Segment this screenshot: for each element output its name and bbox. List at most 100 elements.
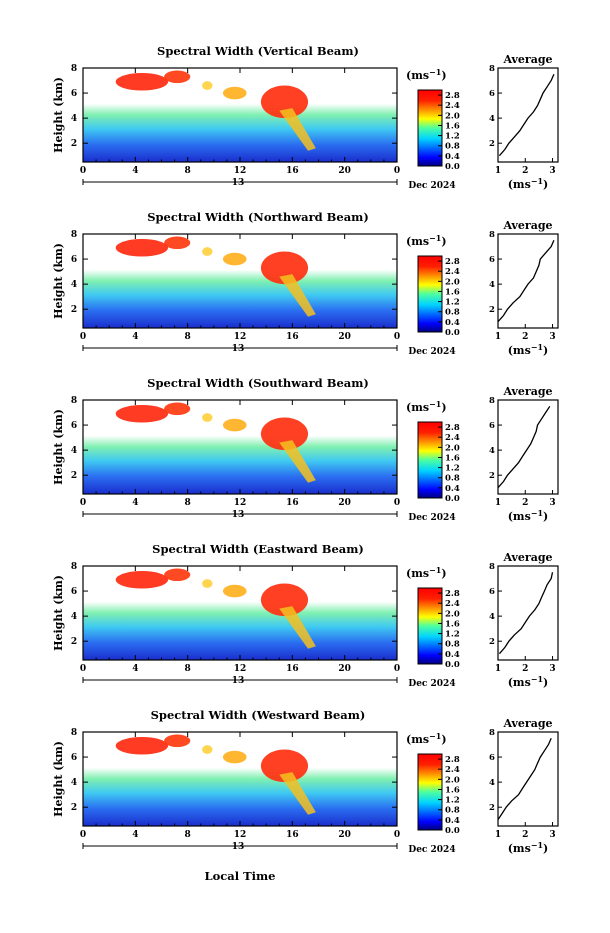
- y-tick-label: 8: [71, 396, 77, 406]
- average-frame: [497, 565, 559, 661]
- average-unit: (ms−1): [508, 840, 549, 855]
- heatmap-cloud: [164, 402, 191, 416]
- average-y-tick-label: 2: [489, 471, 495, 481]
- average-unit: (ms−1): [508, 674, 549, 689]
- heatmap-descending-layer: [279, 440, 316, 483]
- colorbar-tick-label: 1.6: [445, 453, 460, 463]
- average-x-tick-label: 3: [549, 664, 555, 674]
- heatmap-cloud: [222, 418, 247, 432]
- y-tick-label: 6: [71, 255, 77, 265]
- x-tick-label: 4: [132, 166, 138, 176]
- panel-title: Spectral Width (Vertical Beam): [157, 44, 359, 58]
- x-tick-label: 4: [132, 332, 138, 342]
- x-tick-label: 8: [185, 332, 191, 342]
- colorbar-tick-label: 0.8: [445, 806, 460, 816]
- heatmap-cloud: [115, 737, 169, 755]
- x-tick-label: 12: [234, 498, 247, 508]
- y-tick-label: 4: [71, 280, 77, 290]
- x-tick-label: 0: [80, 332, 86, 342]
- month-label: Dec 2024: [408, 513, 455, 523]
- y-axis-label: Height (km): [52, 409, 65, 485]
- average-y-tick-label: 4: [489, 612, 495, 622]
- colorbar-tick-label: 2.8: [445, 423, 460, 433]
- colorbar: [417, 89, 443, 167]
- colorbar-tick-label: 1.2: [445, 630, 460, 640]
- colorbar: [417, 255, 443, 333]
- panel-4: Spectral Width (Westward Beam) 2 4 6 8 Height…: [52, 708, 559, 855]
- y-axis-label: Height (km): [52, 77, 65, 153]
- heatmap-cloud: [260, 749, 309, 783]
- x-tick-label: 0: [80, 664, 86, 674]
- colorbar-tick-label: 0.8: [445, 474, 460, 484]
- y-tick-label: 4: [71, 446, 77, 456]
- colorbar-tick-label: 1.6: [445, 785, 460, 795]
- x-tick-label: 16: [286, 498, 299, 508]
- colorbar-unit-base: (ms: [406, 401, 429, 414]
- heatmap-cloud: [260, 85, 309, 119]
- colorbar-unit: (ms−1): [406, 399, 447, 414]
- y-tick-label: 2: [71, 637, 77, 647]
- x-tick-label: 8: [185, 830, 191, 840]
- average-x-tick-label: 2: [522, 498, 528, 508]
- average-x-tick-label: 1: [495, 166, 501, 176]
- heatmap-cloud: [164, 734, 191, 748]
- average-unit-base: (ms: [508, 676, 531, 689]
- y-tick-label: 4: [71, 612, 77, 622]
- x-tick-label: 8: [185, 166, 191, 176]
- colorbar-tick-label: 2.4: [445, 599, 460, 609]
- average-y-tick-label: 6: [489, 753, 495, 763]
- x-tick-label: 20: [338, 664, 351, 674]
- x-tick-label: 8: [185, 664, 191, 674]
- average-unit: (ms−1): [508, 508, 549, 523]
- average-profile-line: [497, 738, 552, 821]
- heatmap-cloud: [260, 583, 309, 617]
- colorbar: [417, 753, 443, 831]
- colorbar-tick-label: 1.2: [445, 298, 460, 308]
- y-tick-label: 6: [71, 753, 77, 763]
- average-y-tick-label: 6: [489, 255, 495, 265]
- average-x-tick-label: 1: [495, 664, 501, 674]
- average-title: Average: [502, 219, 552, 232]
- y-tick-label: 4: [71, 778, 77, 788]
- y-axis-label: Height (km): [52, 243, 65, 319]
- average-x-tick-label: 2: [522, 664, 528, 674]
- heatmap-cloud: [222, 86, 247, 100]
- average-y-tick-label: 4: [489, 280, 495, 290]
- average-unit-exponent: −1: [531, 508, 543, 518]
- x-tick-label: 16: [286, 830, 299, 840]
- average-y-tick-label: 8: [489, 728, 495, 738]
- heatmap-cloud: [202, 81, 213, 90]
- panel-0: Spectral Width (Vertical Beam) 2 4 6 8 Height…: [52, 44, 559, 191]
- colorbar-unit-base: (ms: [406, 69, 429, 82]
- x-tick-label: 4: [132, 830, 138, 840]
- heatmap-cloud: [202, 579, 213, 588]
- average-y-tick-label: 8: [489, 562, 495, 572]
- colorbar-unit-close: ): [441, 733, 446, 746]
- average-x-tick-label: 1: [495, 830, 501, 840]
- heatmap-cloud: [202, 745, 213, 754]
- x-tick-label: 0: [394, 498, 400, 508]
- average-unit-close: ): [543, 676, 548, 689]
- colorbar-unit-exponent: −1: [429, 233, 441, 243]
- colorbar: [417, 421, 443, 499]
- average-y-tick-label: 2: [489, 305, 495, 315]
- y-tick-label: 2: [71, 471, 77, 481]
- colorbar-tick-label: 1.6: [445, 619, 460, 629]
- y-tick-label: 8: [71, 230, 77, 240]
- x-tick-label: 4: [132, 498, 138, 508]
- colorbar-unit-exponent: −1: [429, 67, 441, 77]
- colorbar-unit: (ms−1): [406, 731, 447, 746]
- heatmap-cloud: [115, 405, 169, 423]
- average-title: Average: [502, 53, 552, 66]
- average-profile-line: [498, 74, 555, 157]
- average-unit-exponent: −1: [531, 342, 543, 352]
- panel-title: Spectral Width (Northward Beam): [147, 210, 369, 224]
- x-tick-label: 20: [338, 498, 351, 508]
- colorbar-tick-label: 2.4: [445, 433, 460, 443]
- colorbar-tick-label: 0.4: [445, 152, 460, 162]
- x-tick-label: 0: [394, 166, 400, 176]
- heatmap-cloud: [115, 73, 169, 91]
- colorbar-tick-label: 2.0: [445, 277, 460, 287]
- average-profile-line: [497, 405, 551, 489]
